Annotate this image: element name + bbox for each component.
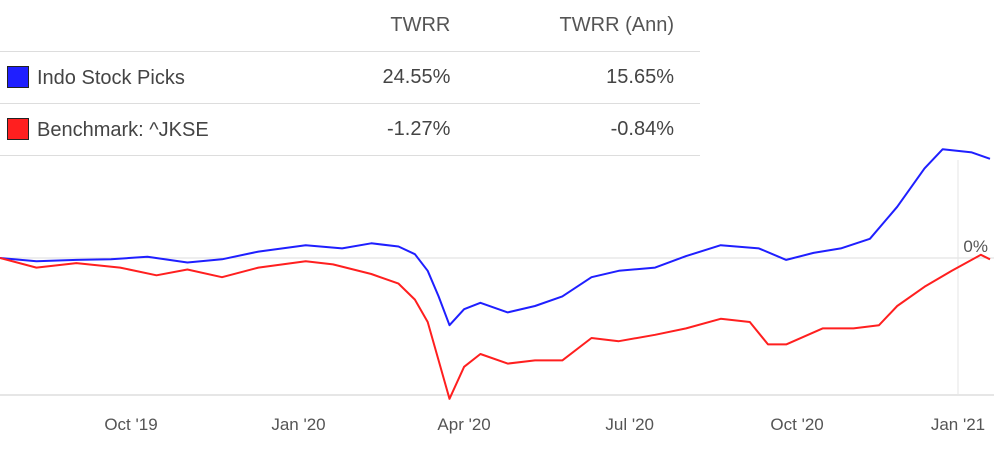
series-name: Indo Stock Picks bbox=[37, 66, 185, 89]
benchmark-series-line bbox=[0, 253, 991, 400]
portfolio-series-line bbox=[0, 148, 991, 327]
twrr-value: -1.27% bbox=[279, 103, 451, 156]
legend-swatch-blue bbox=[7, 65, 29, 88]
table-row-benchmark: Benchmark: ^JKSE -1.27% -0.84% bbox=[0, 103, 700, 156]
table-header-row: TWRR TWRR (Ann) bbox=[0, 0, 700, 52]
series-name: Benchmark: ^JKSE bbox=[37, 118, 209, 141]
legend-entry-benchmark[interactable]: Benchmark: ^JKSE bbox=[0, 103, 280, 156]
header-twrr-ann: TWRR (Ann) bbox=[450, 0, 700, 52]
x-tick-label: Oct '19 bbox=[104, 415, 157, 434]
table-row-portfolio: Indo Stock Picks 24.55% 15.65% bbox=[0, 51, 700, 104]
twrr-ann-value: -0.84% bbox=[450, 103, 700, 156]
twrr-ann-value: 15.65% bbox=[450, 51, 700, 104]
x-tick-label: Oct '20 bbox=[770, 415, 823, 434]
series-lines bbox=[0, 148, 991, 400]
x-tick-label: Jan '21 bbox=[931, 415, 985, 434]
zero-percent-label: 0% bbox=[963, 237, 988, 256]
twrr-value: 24.55% bbox=[279, 51, 451, 104]
x-tick-label: Jul '20 bbox=[605, 415, 654, 434]
x-tick-label: Apr '20 bbox=[437, 415, 490, 434]
header-twrr: TWRR bbox=[279, 0, 451, 52]
x-tick-label: Jan '20 bbox=[271, 415, 325, 434]
x-axis-ticks: Oct '19 Jan '20 Apr '20 Jul '20 Oct '20 Jan '… bbox=[104, 415, 985, 434]
performance-table: TWRR TWRR (Ann) Indo Stock Picks 24.55% … bbox=[0, 0, 700, 156]
legend-swatch-red bbox=[7, 117, 29, 140]
legend-entry-portfolio[interactable]: Indo Stock Picks bbox=[0, 51, 280, 104]
header-name bbox=[0, 0, 280, 52]
